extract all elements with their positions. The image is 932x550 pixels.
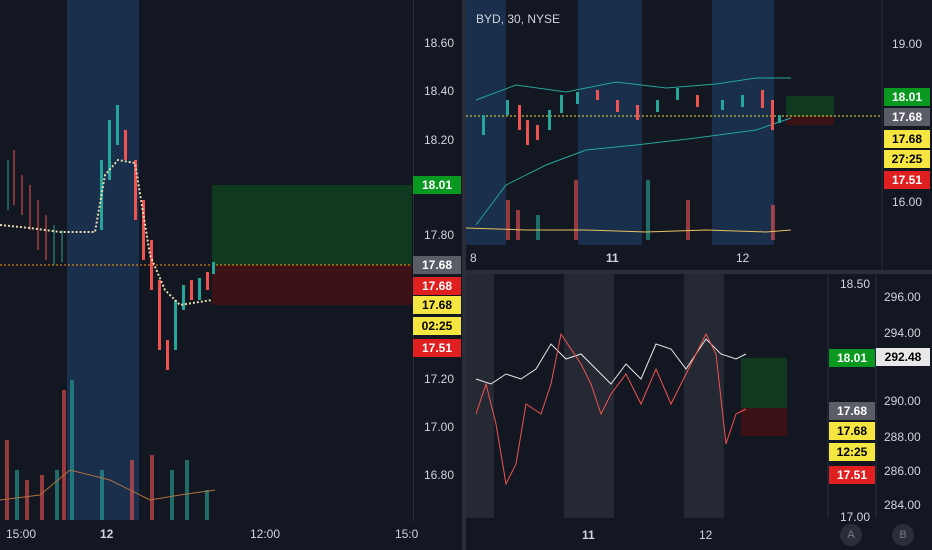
time-tick: 15:00 [6,527,37,541]
price-tick: 17.20 [424,372,455,386]
session-band [564,274,614,518]
vwap-line [0,158,213,307]
pane-divider-horizontal[interactable] [466,270,932,274]
volume-ma [466,227,792,233]
left-price-tick: 17.00 [840,510,871,524]
stop-top-tag: 17.68 [413,277,461,295]
time-tick: 11 [606,251,619,265]
comparison-price-tag: 292.48 [876,348,930,366]
stop-zone [212,265,412,305]
price-tick: 17.00 [424,420,455,434]
target-zone [212,185,412,265]
target-price-tag: 18.01 [413,176,461,194]
pane-divider[interactable] [462,0,466,550]
right-price-tick: 284.00 [884,498,921,512]
time-tick: 12:00 [250,527,281,541]
bollinger-upper [475,77,791,101]
countdown-tag: 12:25 [829,443,875,461]
volume-bars [5,380,209,520]
target-zone [741,358,787,408]
price-tick: 19.00 [892,37,923,51]
price-line [475,332,747,486]
right-price-tick: 296.00 [884,290,921,304]
last-price-tag: 17.68 [884,108,930,126]
time-tick: 11 [582,528,595,542]
price-tick: 18.20 [424,133,455,147]
time-tick: 12 [100,527,114,541]
time-tick: 8 [470,251,477,265]
session-band [67,0,139,520]
session-band [466,0,506,245]
left-price-tick: 18.50 [840,277,871,291]
session-band [466,274,494,518]
countdown-tag: 02:25 [413,317,461,335]
session-band [578,0,642,245]
time-axis[interactable]: 8 11 12 [466,248,882,270]
entry-price-tag: 17.68 [884,130,930,148]
stop-zone [786,116,834,125]
right-price-tick: 288.00 [884,430,921,444]
symbol-title[interactable]: BYD, 30, NYSE [476,12,561,26]
countdown-tag: 27:25 [884,150,930,168]
entry-price-tag: 17.68 [413,296,461,314]
time-tick: 12 [699,528,713,542]
stop-price-tag: 17.51 [884,171,930,189]
volume-ma [0,469,216,501]
left-chart[interactable]: 18.60 18.40 18.20 17.80 17.20 17.00 16.8… [0,0,462,550]
last-price-tag: 17.68 [829,402,875,420]
top-right-chart[interactable]: BYD, 30, NYSE 19.00 16.00 18.01 17.68 17… [466,0,932,270]
price-tick: 18.40 [424,84,455,98]
session-band [712,0,774,245]
price-tick: 16.80 [424,468,455,482]
price-tick: 16.00 [892,195,923,209]
right-price-tick: 290.00 [884,394,921,408]
auto-scale-button[interactable]: A [840,524,862,546]
session-band [684,274,724,518]
time-axis[interactable]: 11 12 [466,524,828,550]
target-price-tag: 18.01 [884,88,930,106]
price-tick: 17.80 [424,228,455,242]
left-chart-plot[interactable] [0,0,462,550]
price-tick: 18.60 [424,36,455,50]
comparison-line [475,338,747,385]
candles [482,88,781,145]
time-axis[interactable]: 15:00 12 12:00 15:0 [0,522,418,550]
right-price-tick: 294.00 [884,326,921,340]
volume-bars [506,180,775,240]
stop-price-tag: 17.51 [413,339,461,357]
target-zone [786,96,834,116]
last-price-tag: 17.68 [413,256,461,274]
entry-price-tag: 17.68 [829,422,875,440]
b-scale-button[interactable]: B [892,524,914,546]
time-tick: 12 [736,251,750,265]
stop-price-tag: 17.51 [829,466,875,484]
bollinger-lower [475,117,792,226]
bottom-right-plot[interactable] [466,274,932,550]
target-price-tag: 18.01 [829,349,875,367]
stop-zone [741,408,787,436]
bottom-right-chart[interactable]: 18.50 17.00 296.00 294.00 290.00 288.00 … [466,274,932,550]
time-tick: 15:0 [395,527,419,541]
top-right-plot[interactable] [466,0,932,270]
right-price-tick: 286.00 [884,464,921,478]
price-axis[interactable]: 18.60 18.40 18.20 17.80 17.20 17.00 16.8… [414,0,462,522]
